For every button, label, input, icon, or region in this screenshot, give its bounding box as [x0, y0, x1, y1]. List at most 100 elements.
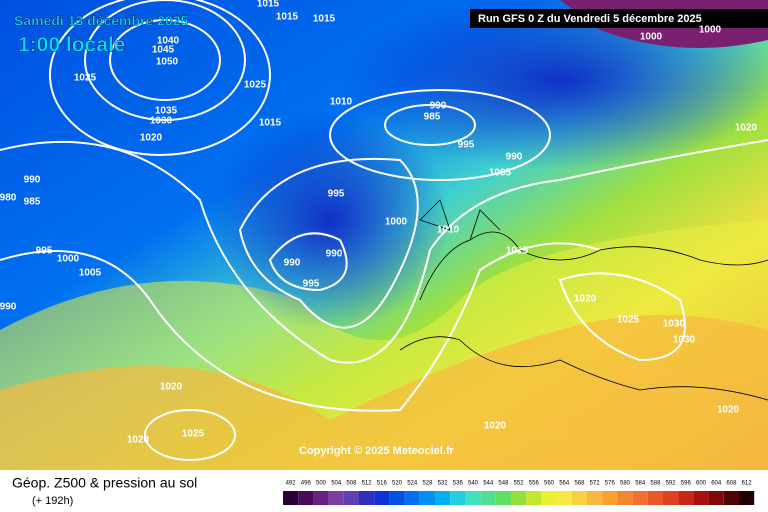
isobar-label: 985	[24, 197, 41, 208]
scale-swatch	[678, 491, 694, 505]
scale-swatch	[465, 491, 481, 505]
scale-label: 580	[620, 481, 631, 487]
scale-swatch	[389, 491, 405, 505]
scale-label: 492	[286, 481, 297, 487]
scale-label: 508	[346, 481, 357, 487]
scale-label: 564	[559, 481, 570, 487]
isobar-label: 1020	[574, 294, 597, 305]
isobar-label: 1020	[735, 123, 758, 134]
scale-swatch	[298, 491, 314, 505]
isobar-label: 1010	[330, 97, 353, 108]
isobar-label: 1050	[156, 57, 179, 68]
isobar-label: 1010	[437, 225, 460, 236]
isobar-label: 1005	[79, 268, 102, 279]
scale-swatch	[450, 491, 466, 505]
isobar-label: 1030	[673, 335, 696, 346]
isobar-label: 1030	[150, 116, 173, 127]
scale-swatch	[663, 491, 679, 505]
isobar-label: 1015	[276, 12, 299, 23]
scale-label: 604	[711, 481, 722, 487]
isobar-label: 1020	[484, 421, 507, 432]
isobar-label: 1015	[257, 0, 280, 10]
scale-swatch	[723, 491, 739, 505]
scale-label: 576	[605, 481, 616, 487]
isobar-label: 990	[284, 258, 301, 269]
scale-label: 596	[681, 481, 692, 487]
isobar-label: 990	[506, 152, 523, 163]
run-banner	[470, 9, 768, 28]
scale-swatch	[617, 491, 633, 505]
scale-swatch	[708, 491, 724, 505]
scale-swatch	[283, 491, 299, 505]
scale-swatch	[374, 491, 390, 505]
isobar-label: 980	[0, 193, 17, 204]
scale-swatch	[602, 491, 618, 505]
high	[530, 360, 750, 480]
scale-swatch	[556, 491, 572, 505]
scale-swatch	[343, 491, 359, 505]
isobar-label: 1020	[717, 405, 740, 416]
isobar-label: 990	[326, 249, 343, 260]
isobar-label: 1005	[489, 168, 512, 179]
isobar-label: 1035	[155, 106, 178, 117]
scale-swatch	[313, 491, 329, 505]
isobar-label: 1000	[699, 25, 722, 36]
isobar-label: 1025	[182, 429, 205, 440]
isobar-label: 1030	[663, 319, 686, 330]
scale-swatch	[435, 491, 451, 505]
isobar-label: 1020	[140, 133, 163, 144]
isobar-label: 1040	[157, 36, 180, 47]
scale-swatch	[404, 491, 420, 505]
scale-label: 512	[362, 481, 373, 487]
scale-label: 544	[483, 481, 494, 487]
scale-swatch	[587, 491, 603, 505]
scale-swatch	[647, 491, 663, 505]
isobar-label: 995	[303, 279, 320, 290]
scale-swatch	[693, 491, 709, 505]
run-info: Run GFS 0 Z du Vendredi 5 décembre 2025	[478, 13, 702, 25]
scale-swatch	[632, 491, 648, 505]
isobar-label: 1000	[385, 217, 408, 228]
isobar-label: 990	[0, 302, 17, 313]
copyright: Copyright © 2025 Meteociel.fr	[299, 445, 455, 457]
footer-title: Géop. Z500 & pression au sol	[12, 475, 197, 491]
isobar-label: 1015	[506, 246, 529, 257]
isobar-label: 1020	[160, 382, 183, 393]
scale-label: 572	[590, 481, 601, 487]
low	[210, 110, 450, 330]
scale-label: 608	[726, 481, 737, 487]
scale-label: 504	[331, 481, 342, 487]
scale-label: 600	[696, 481, 707, 487]
isobar-label: 995	[36, 246, 53, 257]
isobars	[0, 0, 768, 460]
isobar-label: 985	[424, 112, 441, 123]
scale-label: 612	[742, 481, 753, 487]
valid-date: Samedi 13 décembre 2025	[14, 13, 189, 29]
valid-time: 1:00 locale	[18, 34, 125, 57]
scale-label: 532	[438, 481, 449, 487]
isobar-label: 1025	[74, 73, 97, 84]
scale-label: 516	[377, 481, 388, 487]
isobar-label: 1000	[57, 254, 80, 265]
scale-label: 524	[407, 481, 418, 487]
isobar-label: 995	[458, 140, 475, 151]
scale-swatch	[571, 491, 587, 505]
scale-label: 552	[514, 481, 525, 487]
isobar-label: 1015	[313, 14, 336, 25]
scale-label: 568	[574, 481, 585, 487]
scale-swatch	[480, 491, 496, 505]
scale-label: 536	[453, 481, 464, 487]
isobar-label: 1015	[259, 118, 282, 129]
isobar-label: 995	[328, 189, 345, 200]
isobar-label: 990	[430, 101, 447, 112]
scale-label: 500	[316, 481, 327, 487]
scale-label: 592	[666, 481, 677, 487]
scale-label: 556	[529, 481, 540, 487]
scale-label: 548	[498, 481, 509, 487]
isobar-label: 1000	[640, 32, 663, 43]
scale-swatch	[359, 491, 375, 505]
scale-swatch	[511, 491, 527, 505]
scale-label: 520	[392, 481, 403, 487]
isobar-label: 1025	[617, 315, 640, 326]
